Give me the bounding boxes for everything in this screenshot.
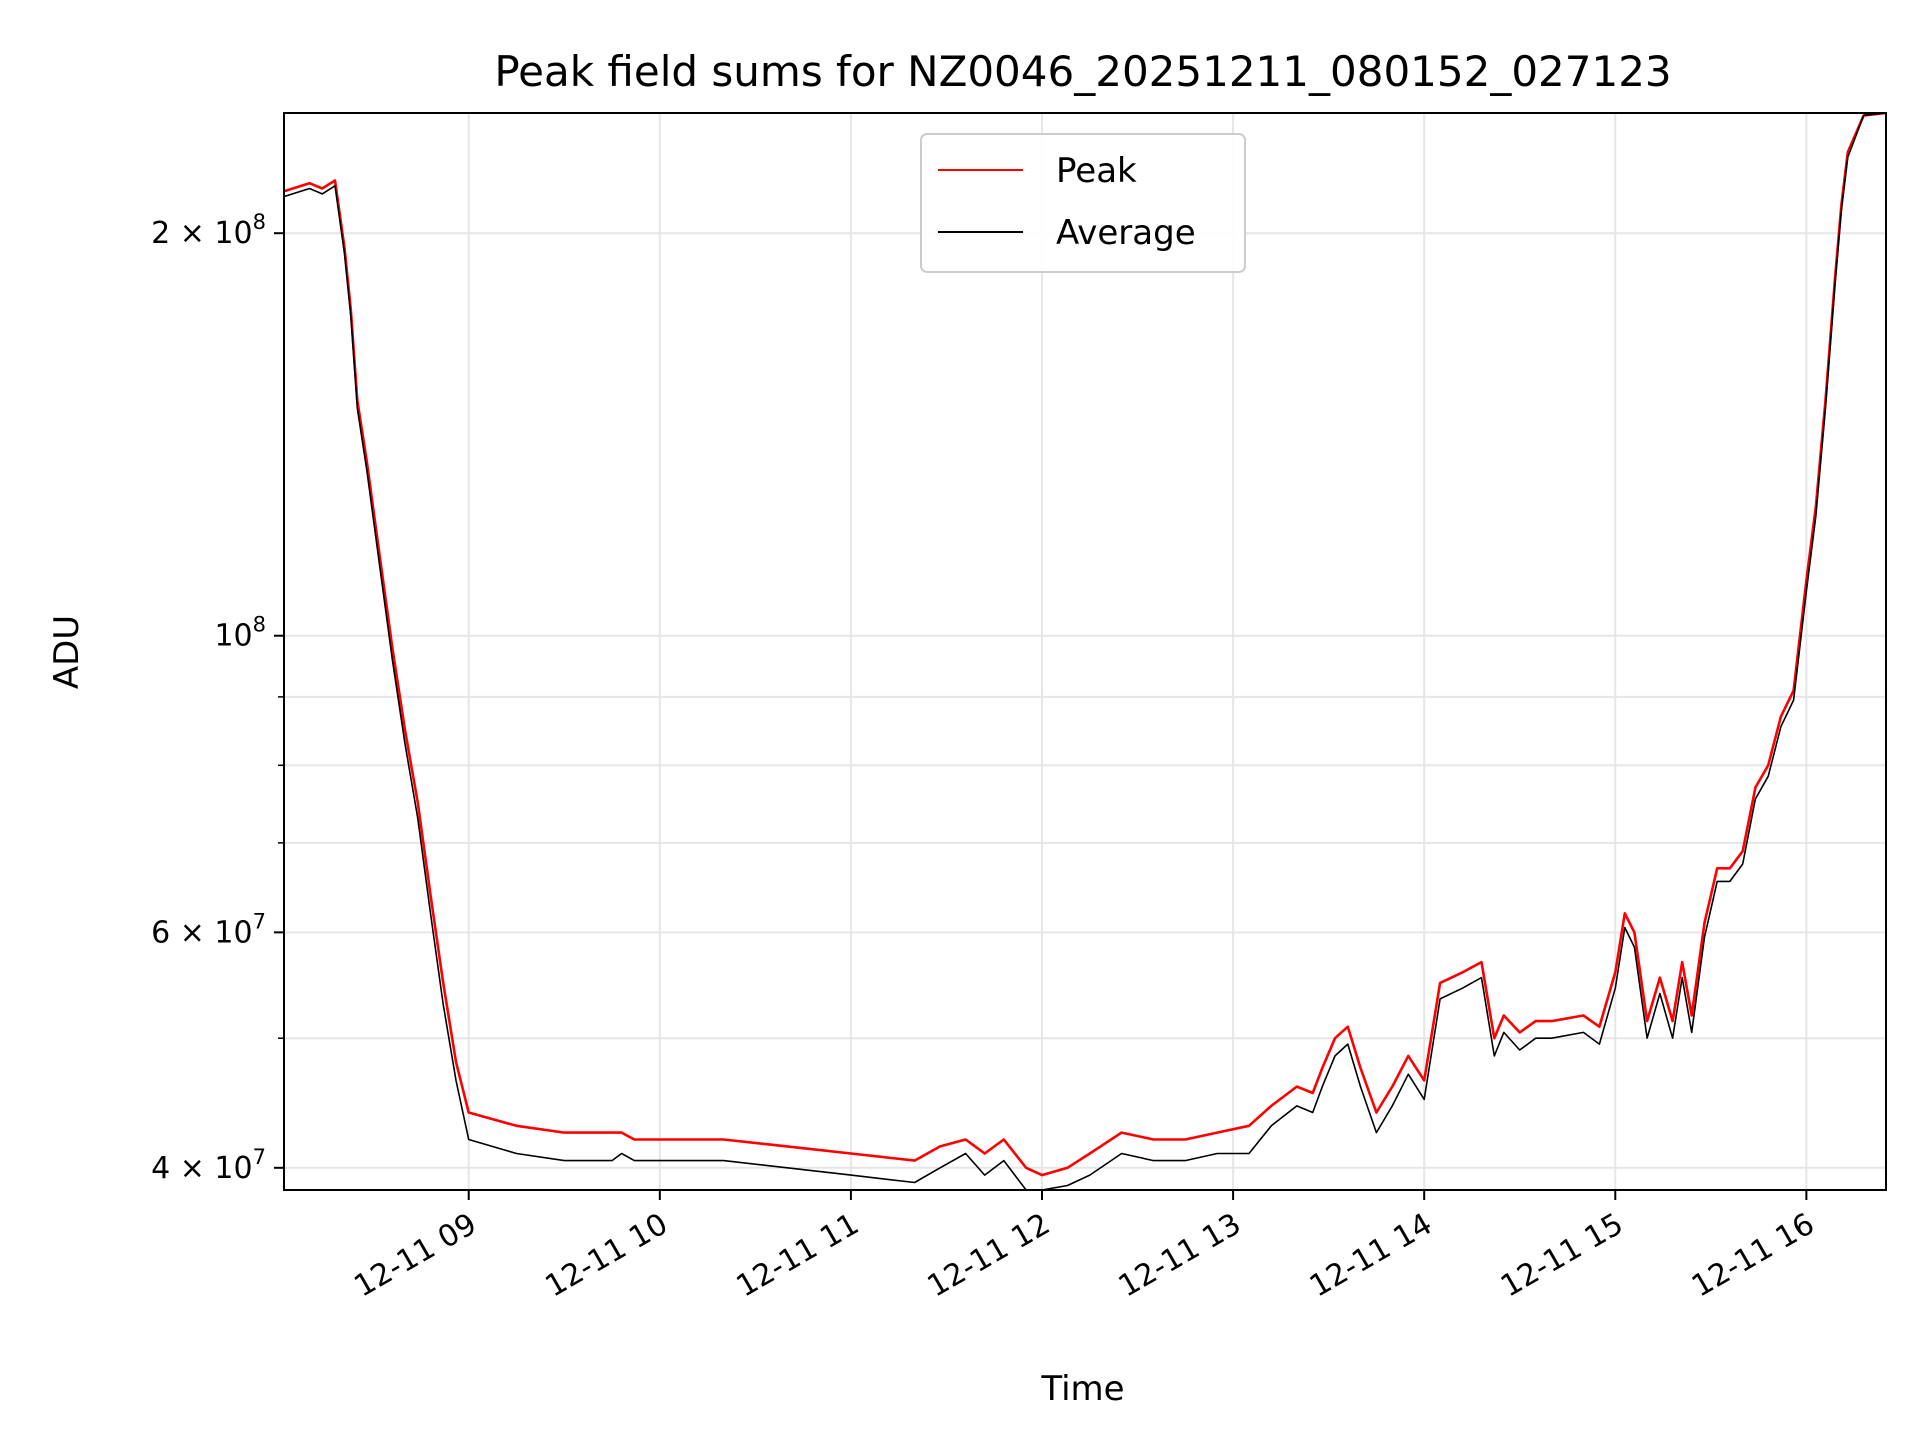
y-axis-label: ADU (47, 615, 87, 689)
series-line-average (284, 113, 1886, 1190)
y-tick-label: 6 × 107 (151, 909, 266, 950)
y-tick-label: 4 × 107 (151, 1145, 266, 1186)
y-tick-label: 2 × 108 (151, 210, 266, 251)
x-axis-label: Time (1040, 1369, 1124, 1409)
legend: Peak Average (920, 133, 1246, 273)
series-line-peak (284, 113, 1886, 1177)
plot-frame (283, 112, 1887, 1191)
chart-title: Peak field sums for NZ0046_20251211_0801… (494, 47, 1671, 96)
plot-lines (284, 113, 1886, 1190)
legend-box (920, 133, 1246, 273)
y-tick-label: 108 (214, 613, 266, 654)
grid (284, 113, 1886, 1190)
legend-label-peak: Peak (1056, 151, 1137, 191)
y-axis: 4 × 107 6 × 107 108 2 × 108 (151, 210, 284, 1186)
legend-label-average: Average (1056, 213, 1196, 253)
